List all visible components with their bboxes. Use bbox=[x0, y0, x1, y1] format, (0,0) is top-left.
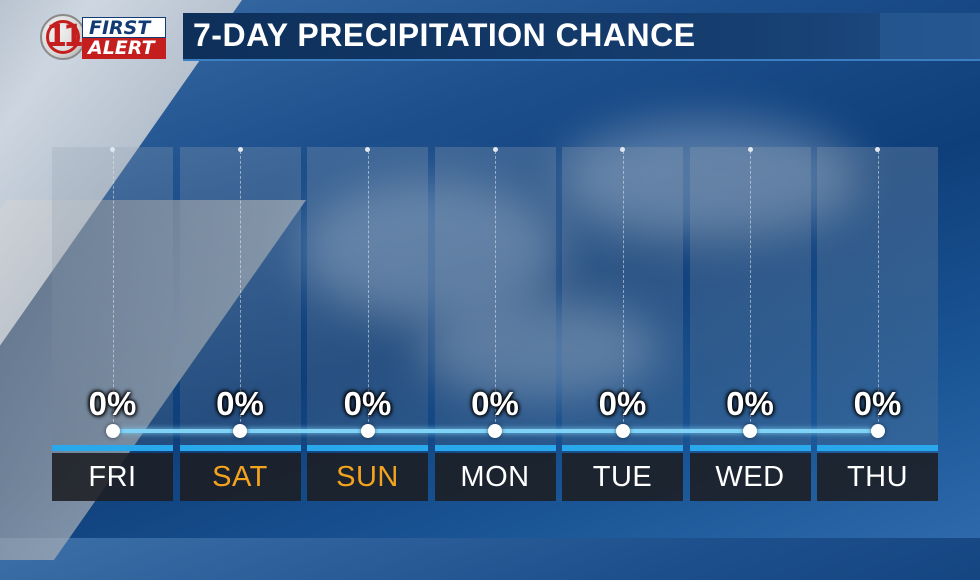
day-accent-bar bbox=[179, 445, 301, 451]
gridline-top-dot bbox=[365, 147, 370, 152]
gridline bbox=[240, 151, 241, 427]
data-point bbox=[870, 424, 885, 438]
day-accent-bar bbox=[52, 445, 173, 451]
series-line-segment bbox=[750, 429, 878, 433]
x-tick-label: TUE bbox=[592, 461, 653, 493]
logo-number: 11 bbox=[46, 19, 84, 54]
gridline-top-dot bbox=[237, 147, 243, 152]
data-point bbox=[488, 424, 502, 438]
chart-title: 7-DAY PRECIPITATION CHANCE bbox=[193, 17, 696, 53]
data-point bbox=[360, 424, 375, 438]
background-cloud bbox=[560, 120, 860, 240]
x-tick-label: THU bbox=[846, 461, 909, 493]
day-label-cell: SAT bbox=[179, 453, 301, 501]
background-cloud bbox=[300, 180, 560, 320]
data-point bbox=[233, 424, 247, 438]
gridline bbox=[750, 151, 751, 427]
precipitation-chart: FRI SAT SUN MON TUE WED THU 0% 0% 0% 0% 0% 0% 0% bbox=[52, 147, 938, 501]
logo-alert-text: ALERT bbox=[82, 38, 166, 59]
gridline bbox=[622, 151, 624, 427]
data-value-label: 0% bbox=[343, 385, 392, 422]
x-tick-label: SAT bbox=[212, 461, 268, 493]
day-label-cell: FRI bbox=[52, 453, 173, 501]
day-accent-bar bbox=[307, 445, 428, 451]
data-value-label: 0% bbox=[88, 385, 137, 422]
gridline bbox=[495, 151, 496, 427]
day-accent-bar bbox=[817, 445, 938, 451]
gridline-top-dot bbox=[620, 147, 625, 152]
logo-first-text: FIRST bbox=[82, 17, 166, 39]
series-line-segment bbox=[495, 429, 623, 433]
logo-wordmark: FIRST ALERT bbox=[82, 17, 166, 59]
series-line-segment bbox=[112, 429, 240, 433]
gridline-top-dot bbox=[492, 147, 498, 152]
background-cloud bbox=[420, 300, 660, 400]
data-value-label: 0% bbox=[216, 385, 264, 422]
gridline bbox=[112, 151, 114, 427]
series-line-segment bbox=[367, 429, 495, 433]
data-point bbox=[615, 424, 630, 438]
gridline-top-dot bbox=[875, 147, 880, 152]
title-bar: 7-DAY PRECIPITATION CHANCE bbox=[183, 13, 980, 61]
day-label-cell: WED bbox=[689, 453, 811, 501]
gridline bbox=[877, 151, 879, 427]
day-label-cell: MON bbox=[434, 453, 556, 501]
data-value-label: 0% bbox=[471, 385, 519, 422]
data-value-label: 0% bbox=[598, 385, 647, 422]
x-tick-label: MON bbox=[460, 461, 530, 493]
day-label-cell: TUE bbox=[562, 453, 683, 501]
day-accent-bar bbox=[562, 445, 683, 451]
data-point bbox=[743, 424, 757, 438]
data-point bbox=[105, 424, 120, 438]
gridline bbox=[367, 151, 369, 427]
day-label-cell: THU bbox=[817, 453, 938, 501]
data-value-label: 0% bbox=[726, 385, 774, 422]
x-tick-label: FRI bbox=[88, 461, 137, 493]
day-accent-bar bbox=[434, 445, 556, 451]
series-line-segment bbox=[240, 429, 368, 433]
station-logo: 11 FIRST ALERT bbox=[40, 13, 168, 63]
day-label-cell: SUN bbox=[307, 453, 428, 501]
x-tick-label: SUN bbox=[336, 461, 399, 493]
series-line-segment bbox=[622, 429, 750, 433]
data-value-label: 0% bbox=[853, 385, 902, 422]
gridline-top-dot bbox=[747, 147, 753, 152]
x-tick-label: WED bbox=[715, 461, 785, 493]
gridline-top-dot bbox=[110, 147, 115, 152]
day-accent-bar bbox=[689, 445, 811, 451]
